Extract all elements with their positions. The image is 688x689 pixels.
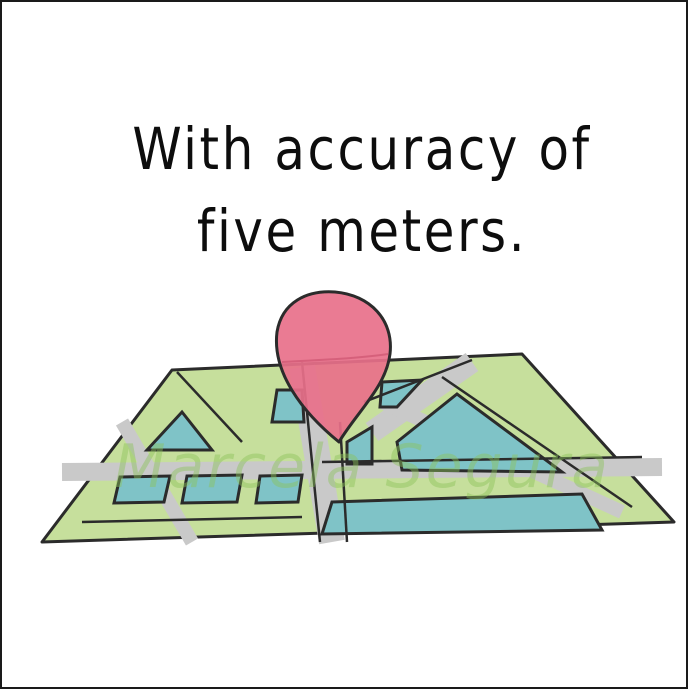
- map-road: [61, 458, 663, 481]
- map-road: [365, 352, 479, 442]
- map-water: [378, 378, 426, 409]
- map-water: [143, 409, 216, 452]
- map-water: [180, 473, 244, 505]
- caption-line-1: With accuracy of: [132, 115, 592, 183]
- map-pin-icon: [274, 290, 392, 444]
- watermark-signature: Marcela Segura: [113, 432, 611, 502]
- map-water: [345, 424, 374, 466]
- map-water: [254, 473, 304, 505]
- caption-line-2: five meters.: [196, 197, 528, 265]
- map-water: [319, 492, 605, 536]
- map-water: [112, 474, 172, 505]
